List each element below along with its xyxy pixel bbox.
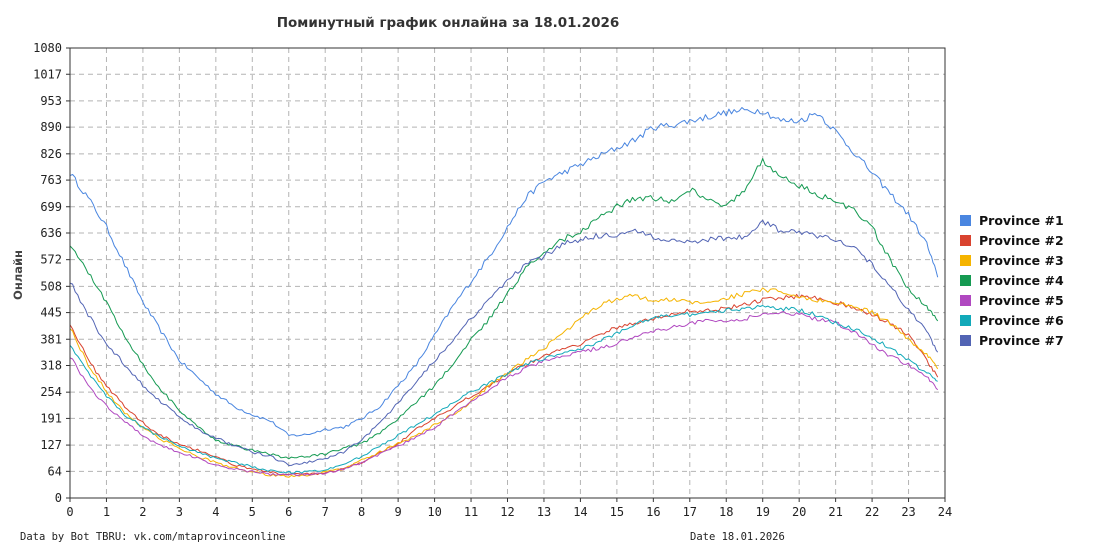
legend-swatch (960, 255, 971, 266)
y-tick-label: 699 (40, 200, 62, 214)
y-tick-label: 1017 (33, 67, 62, 81)
series-line-province-1 (69, 107, 939, 437)
legend-swatch (960, 275, 971, 286)
legend: Province #1 Province #2 Province #3 Provinc… (960, 213, 1064, 348)
legend-swatch (960, 315, 971, 326)
x-tick-label: 1 (103, 505, 110, 519)
legend-label: Province #7 (979, 333, 1064, 348)
series-line-province-7 (69, 219, 939, 466)
y-tick-label: 254 (40, 385, 62, 399)
y-tick-label: 953 (40, 94, 62, 108)
x-tick-label: 13 (537, 505, 551, 519)
series-line-province-2 (69, 293, 939, 476)
footer-source: Data by Bot TBRU: vk.com/mtaprovinceonli… (20, 531, 286, 543)
x-tick-label: 11 (464, 505, 478, 519)
legend-label: Province #2 (979, 233, 1064, 248)
legend-swatch (960, 235, 971, 246)
x-tick-label: 8 (358, 505, 365, 519)
x-tick-label: 23 (901, 505, 915, 519)
y-tick-label: 64 (48, 464, 62, 478)
y-tick-label: 636 (40, 226, 62, 240)
x-axis-ticks: 0 1 2 3 4 5 6 7 8 9 10 11 12 13 14 15 16 17 18 19 20 21 22 23 24 (66, 498, 952, 519)
plot-frame (69, 47, 946, 499)
chart-title: Поминутный график онлайна за 18.01.2026 (277, 15, 620, 31)
y-tick-label: 826 (40, 147, 62, 161)
y-tick-label: 445 (40, 306, 62, 320)
x-tick-label: 17 (683, 505, 697, 519)
legend-label: Province #3 (979, 253, 1064, 268)
legend-label: Province #6 (979, 313, 1064, 328)
x-tick-label: 24 (938, 505, 952, 519)
x-tick-label: 4 (212, 505, 219, 519)
x-tick-label: 5 (249, 505, 256, 519)
y-tick-label: 763 (40, 173, 62, 187)
x-tick-label: 2 (139, 505, 146, 519)
x-tick-label: 3 (176, 505, 183, 519)
series-line-province-4 (69, 158, 939, 460)
x-tick-label: 9 (395, 505, 402, 519)
x-tick-label: 12 (500, 505, 514, 519)
x-tick-label: 21 (828, 505, 842, 519)
y-tick-label: 127 (40, 438, 62, 452)
legend-swatch (960, 215, 971, 226)
y-tick-label: 508 (40, 279, 62, 293)
series-lines (69, 107, 939, 478)
x-tick-label: 6 (285, 505, 292, 519)
x-tick-label: 18 (719, 505, 733, 519)
legend-swatch (960, 335, 971, 346)
series-line-province-6 (69, 305, 938, 474)
y-axis-ticks: 0 64 127 191 254 318 381 445 508 572 636 699 763 826 8… (33, 41, 70, 505)
x-tick-label: 14 (573, 505, 587, 519)
y-tick-label: 381 (40, 332, 62, 346)
y-tick-label: 318 (40, 359, 62, 373)
x-tick-label: 19 (755, 505, 769, 519)
y-tick-label: 572 (40, 253, 62, 267)
x-tick-label: 15 (610, 505, 624, 519)
x-tick-label: 22 (865, 505, 879, 519)
x-tick-label: 20 (792, 505, 806, 519)
legend-label: Province #5 (979, 293, 1064, 308)
x-tick-label: 7 (322, 505, 329, 519)
legend-label: Province #1 (979, 213, 1064, 228)
y-tick-label: 1080 (33, 41, 62, 55)
series-line-province-5 (69, 310, 939, 477)
y-tick-label: 890 (40, 120, 62, 134)
footer-date: Date 18.01.2026 (690, 531, 785, 543)
grid (70, 47, 945, 498)
y-tick-label: 191 (40, 411, 62, 425)
y-axis-label: Онлайн (11, 250, 25, 300)
y-tick-label: 0 (55, 491, 62, 505)
x-tick-label: 16 (646, 505, 660, 519)
legend-label: Province #4 (979, 273, 1064, 288)
legend-swatch (960, 295, 971, 306)
x-tick-label: 0 (66, 505, 73, 519)
x-tick-label: 10 (427, 505, 441, 519)
